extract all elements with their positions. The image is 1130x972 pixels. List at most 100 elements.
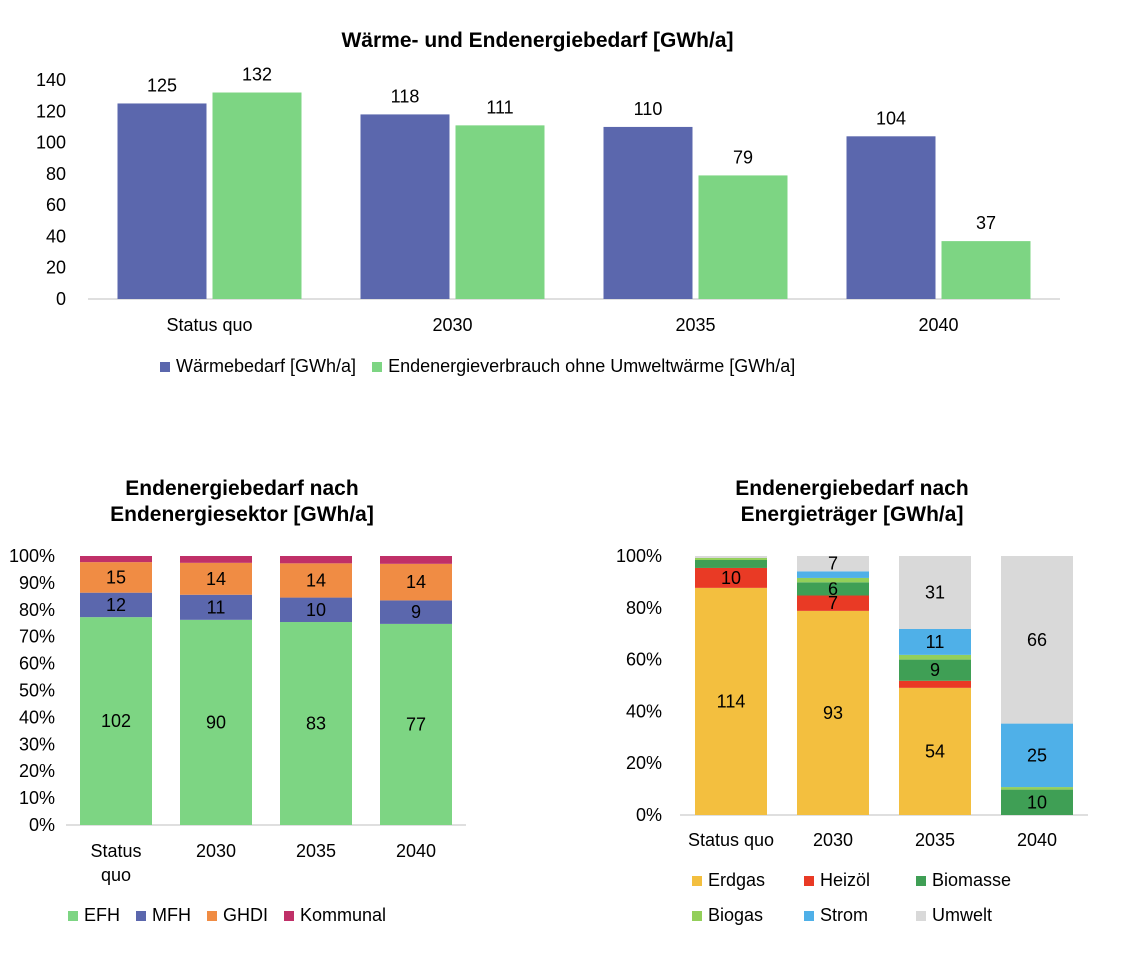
data-label: 118: [391, 86, 420, 106]
data-label: 114: [717, 691, 746, 711]
bar-segment: [380, 556, 452, 564]
legend-swatch: [207, 910, 217, 921]
bar-segment: [280, 563, 352, 598]
data-label: 132: [242, 65, 272, 85]
y-tick-label: 60%: [19, 654, 55, 674]
chart-title-line-1: Endenergiebedarf nach: [735, 477, 969, 500]
x-tick-label: quo: [101, 865, 131, 885]
x-tick-label: 2035: [296, 841, 336, 861]
legend-swatch: [916, 875, 926, 886]
legend-item: Kommunal: [284, 905, 386, 926]
legend-label: Kommunal: [300, 905, 387, 925]
data-label: 14: [406, 572, 426, 592]
legend-item: EFH: [68, 905, 120, 926]
data-label: 25: [1027, 745, 1047, 765]
bar: [846, 136, 936, 299]
bar-segment: [899, 556, 971, 629]
bar-segment: [1001, 787, 1073, 790]
bar-segment: [180, 556, 252, 563]
bar: [455, 125, 545, 299]
data-label: 11: [207, 597, 226, 617]
y-tick-label: 100%: [9, 546, 55, 566]
y-tick-label: 10%: [19, 788, 55, 808]
data-label: 10: [1027, 792, 1047, 812]
y-tick-label: 60%: [626, 650, 662, 670]
y-tick-label: 30%: [19, 734, 55, 754]
legend-item: Umwelt: [916, 905, 1040, 926]
bar-segment: [180, 562, 252, 595]
y-tick-label: 70%: [19, 627, 55, 647]
legend-swatch: [804, 875, 814, 886]
data-label: 111: [486, 97, 513, 117]
legend-label: Biogas: [708, 905, 764, 925]
bar-segment: [80, 562, 152, 593]
data-label: 10: [306, 600, 326, 620]
y-tick-label: 20%: [626, 753, 662, 773]
bar: [603, 126, 693, 299]
bar-segment: [899, 659, 971, 681]
x-tick-label: 2035: [675, 315, 715, 335]
legend-item: Heizöl: [804, 870, 900, 891]
y-tick-label: 0%: [636, 805, 662, 825]
legend-swatch: [916, 910, 926, 921]
bar-segment: [899, 654, 971, 660]
legend-item: GHDI: [207, 905, 268, 926]
bar: [698, 175, 788, 299]
y-tick-label: 100%: [616, 546, 662, 566]
data-label: 14: [306, 570, 326, 590]
chart-heat-demand: Wärme- und Endenergiebedarf [GWh/a] 0 20 4…: [0, 0, 1130, 400]
data-label: 9: [930, 660, 940, 680]
bar-segment: [1001, 556, 1073, 724]
bar-segment: [695, 556, 767, 558]
data-label: 10: [721, 568, 741, 588]
legend-label: EFH: [84, 905, 120, 925]
bar-segment: [695, 587, 767, 815]
x-tick-label: Status: [90, 841, 141, 861]
x-tick-label: 2040: [918, 315, 958, 335]
chart-plot: 0% 10% 20% 30% 40% 50% 60% 70% 80% 90% 100% Status q…: [9, 546, 466, 885]
bar-segment: [80, 592, 152, 618]
data-label: 77: [406, 714, 426, 734]
bar-segment: [280, 556, 352, 564]
chart-title-line-1: Endenergiebedarf nach: [125, 477, 359, 500]
bar-segment: [797, 610, 869, 815]
legend-swatch: [160, 361, 170, 372]
legend-swatch: [692, 910, 702, 921]
y-tick-label: 0%: [29, 815, 55, 835]
legend-swatch: [68, 910, 78, 921]
bar-segment: [280, 597, 352, 623]
chart-sector: Endenergiebedarf nach Endenergiesektor […: [0, 470, 520, 950]
legend-label: Biomasse: [932, 870, 1012, 890]
bar-segment: [797, 571, 869, 578]
legend-swatch: [804, 910, 814, 921]
data-label: 102: [101, 711, 131, 731]
data-label: 83: [306, 714, 326, 734]
data-label: 31: [925, 582, 945, 602]
x-tick-label: 2030: [432, 315, 472, 335]
y-tick-label: 20%: [19, 761, 55, 781]
data-label: 93: [823, 703, 843, 723]
legend-label: GHDI: [223, 905, 268, 925]
y-tick-label: 90%: [19, 573, 55, 593]
data-label: 125: [147, 75, 177, 95]
legend-item: Endenergieverbrauch ohne Umweltwärme [GW…: [372, 356, 795, 377]
data-label: 7: [828, 593, 838, 613]
legend-item: Erdgas: [692, 870, 788, 891]
bar-segment: [695, 567, 767, 588]
x-tick-label: Status quo: [688, 830, 774, 850]
y-tick-label: 40%: [19, 707, 55, 727]
legend-item: Strom: [804, 905, 900, 926]
bar: [117, 103, 207, 299]
legend-swatch: [136, 910, 146, 921]
bar-segment: [797, 556, 869, 572]
y-tick-label: 100: [36, 133, 66, 153]
data-label: 110: [634, 99, 663, 119]
data-label: 7: [828, 554, 838, 574]
data-label: 11: [926, 632, 945, 652]
x-tick-label: 2035: [915, 830, 955, 850]
legend-swatch: [372, 361, 383, 372]
legend-item: MFH: [136, 905, 191, 926]
data-label: 9: [411, 602, 421, 622]
y-tick-label: 60: [46, 195, 66, 215]
